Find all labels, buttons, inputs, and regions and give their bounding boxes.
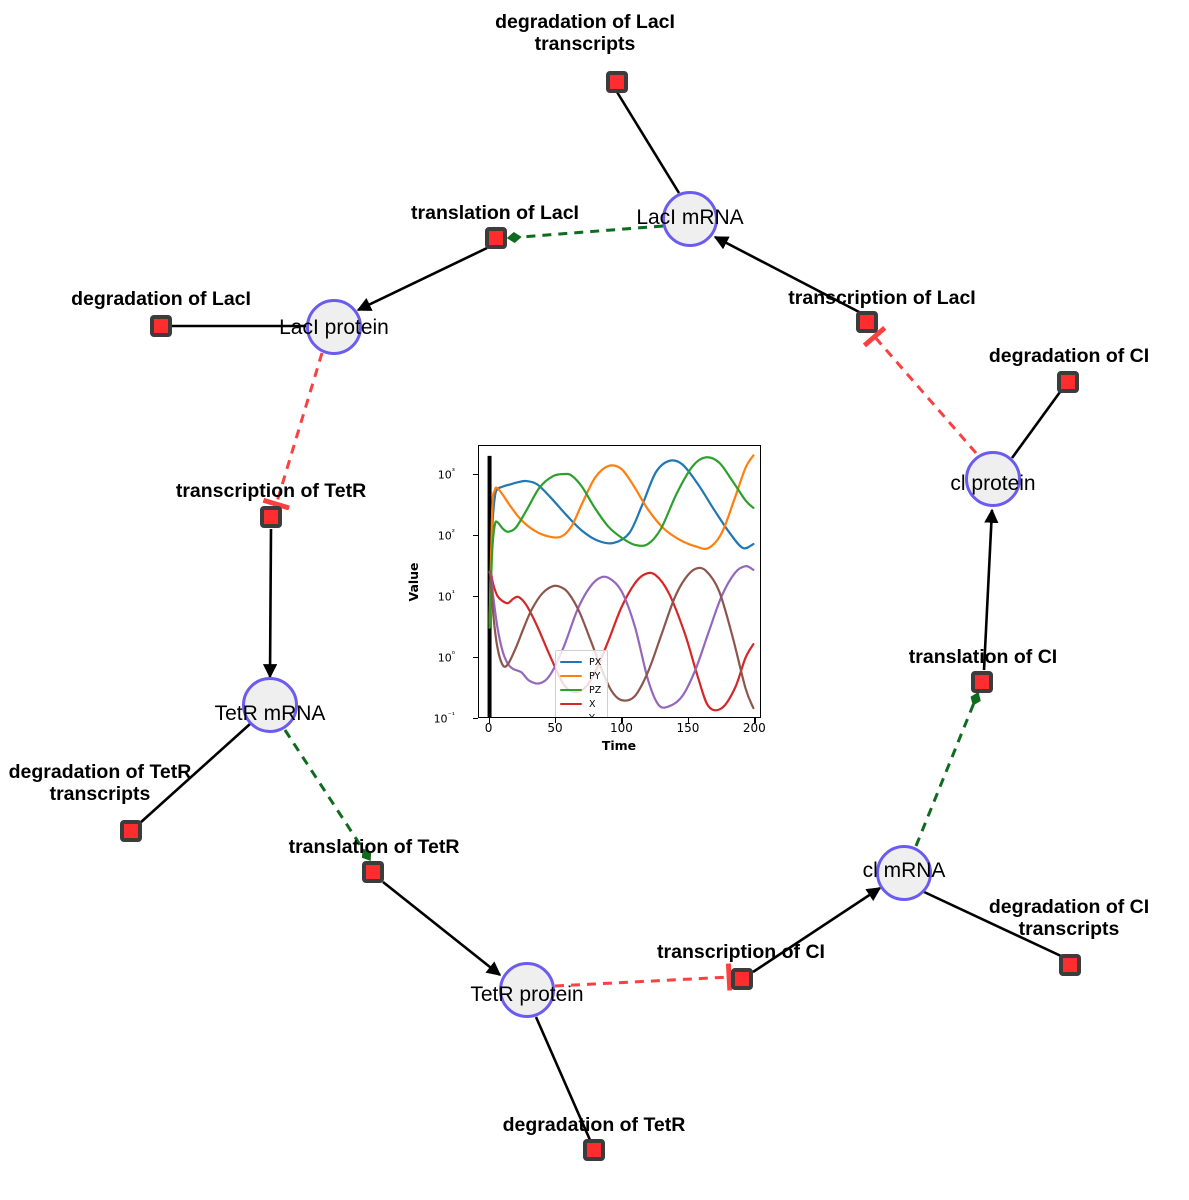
chart-x-tickmark: [621, 718, 623, 723]
reaction-node-deg_tetr[interactable]: [583, 1139, 605, 1161]
species-label-tetr_mrna: TetR mRNA: [214, 702, 326, 725]
chart-series-py: [490, 455, 754, 627]
chart-x-tickmark: [754, 718, 756, 723]
chart-x-tickmark: [687, 718, 690, 723]
chart-series-y: [490, 566, 754, 708]
chart-series-px: [490, 460, 754, 627]
legend-item-x: X: [560, 697, 601, 711]
chart-x-tickmark: [488, 718, 491, 723]
edge-substrate: [1010, 391, 1062, 459]
species-node-tetr_protein[interactable]: [499, 962, 555, 1018]
reaction-label-transcription_cl: transcription of CI: [657, 941, 825, 964]
reaction-node-deg_tetr_transcripts[interactable]: [120, 820, 142, 842]
chart-x-tick: 100: [610, 721, 633, 735]
legend-swatch-icon: [560, 716, 582, 717]
legend-item-px: PX: [560, 655, 601, 669]
edge-modifier: [914, 691, 981, 847]
legend-label: Y: [589, 712, 595, 718]
species-node-cl_protein[interactable]: [965, 451, 1021, 507]
reaction-label-deg_tetr_transcripts: degradation of TetR transcripts: [8, 761, 192, 805]
reaction-label-transcription_tetr: transcription of TetR: [175, 480, 367, 503]
chart-y-axis-label: Value: [406, 562, 421, 602]
species-label-laci_mrna: LacI mRNA: [636, 206, 744, 229]
chart-series-z: [490, 568, 754, 708]
reaction-label-translation_tetr: translation of TetR: [288, 836, 460, 859]
chart-series-pz: [490, 457, 754, 627]
chart-plot-area: PXPYPZXYZ: [478, 445, 761, 718]
legend-label: PX: [589, 656, 602, 668]
chart-x-tick: 0: [484, 721, 493, 735]
chart-x-tickmark: [555, 718, 557, 723]
reaction-node-translation_cl[interactable]: [971, 671, 993, 693]
chart-y-tick: 10²: [437, 527, 455, 543]
reaction-node-transcription_cl[interactable]: [731, 968, 753, 990]
edge-inhibition: [862, 325, 978, 454]
species-node-laci_protein[interactable]: [306, 299, 362, 355]
species-node-cl_mrna[interactable]: [876, 845, 932, 901]
reaction-node-translation_tetr[interactable]: [362, 861, 384, 883]
chart-x-tick: 200: [742, 721, 766, 735]
legend-label: X: [589, 698, 596, 710]
reaction-label-transcription_laci: transcription of LacI: [788, 287, 976, 310]
legend-item-pz: PZ: [560, 683, 601, 697]
legend-item-py: PY: [560, 669, 601, 683]
chart-y-tickmark: [473, 535, 478, 537]
reaction-label-translation_laci: translation of LacI: [411, 202, 579, 225]
reaction-node-transcription_tetr[interactable]: [260, 506, 282, 528]
reaction-node-deg_laci[interactable]: [150, 315, 172, 337]
reaction-label-translation_cl: translation of CI: [908, 646, 1058, 669]
reaction-node-deg_cl_transcripts[interactable]: [1059, 954, 1081, 976]
legend-label: PZ: [589, 684, 602, 696]
reaction-label-deg_tetr: degradation of TetR: [502, 1114, 686, 1137]
chart-y-tick: 10¹: [437, 588, 455, 604]
chart-y-tickmark: [473, 474, 478, 476]
reaction-label-deg_laci: degradation of LacI: [71, 288, 251, 311]
chart-y-tick: 10⁻¹: [433, 710, 455, 726]
species-node-laci_mrna[interactable]: [662, 191, 718, 247]
reaction-node-transcription_laci[interactable]: [856, 311, 878, 333]
chart-series-layer: [479, 446, 760, 717]
chart-y-tickmark: [473, 718, 478, 720]
chart-x-tick: 50: [547, 721, 563, 735]
legend-label: PY: [589, 670, 601, 682]
species-node-tetr_mrna[interactable]: [242, 677, 298, 733]
reaction-node-deg_cl[interactable]: [1057, 371, 1079, 393]
reaction-label-deg_cl: degradation of CI: [988, 345, 1150, 368]
legend-swatch-icon: [560, 688, 582, 692]
species-label-cl_protein: cl protein: [950, 472, 1036, 495]
species-label-tetr_protein: TetR protein: [470, 983, 584, 1006]
chart-y-tickmark: [473, 657, 478, 659]
reaction-node-deg_laci_transcripts[interactable]: [606, 71, 628, 93]
legend-swatch-icon: [560, 702, 582, 706]
edge-product: [262, 528, 278, 679]
edge-substrate: [615, 91, 681, 194]
reaction-label-deg_laci_transcripts: degradation of LacI transcripts: [495, 11, 675, 55]
species-label-laci_protein: LacI protein: [279, 316, 389, 339]
chart-legend: PXPYPZXYZ: [555, 650, 609, 718]
species-label-cl_mrna: cl mRNA: [862, 859, 946, 882]
chart-x-tick: 150: [676, 721, 700, 735]
reaction-label-deg_cl_transcripts: degradation of CI transcripts: [988, 896, 1150, 940]
chart-y-tick: 10³: [437, 466, 455, 482]
legend-swatch-icon: [560, 660, 582, 664]
edge-product: [382, 880, 502, 977]
chart-x-axis-label: Time: [601, 738, 637, 753]
reaction-node-translation_laci[interactable]: [485, 227, 507, 249]
legend-swatch-icon: [560, 674, 582, 678]
legend-item-y: Y: [560, 711, 601, 718]
chart-y-tickmark: [473, 596, 478, 598]
edge-product: [356, 246, 488, 312]
chart-y-tick: 10⁰: [437, 649, 455, 665]
